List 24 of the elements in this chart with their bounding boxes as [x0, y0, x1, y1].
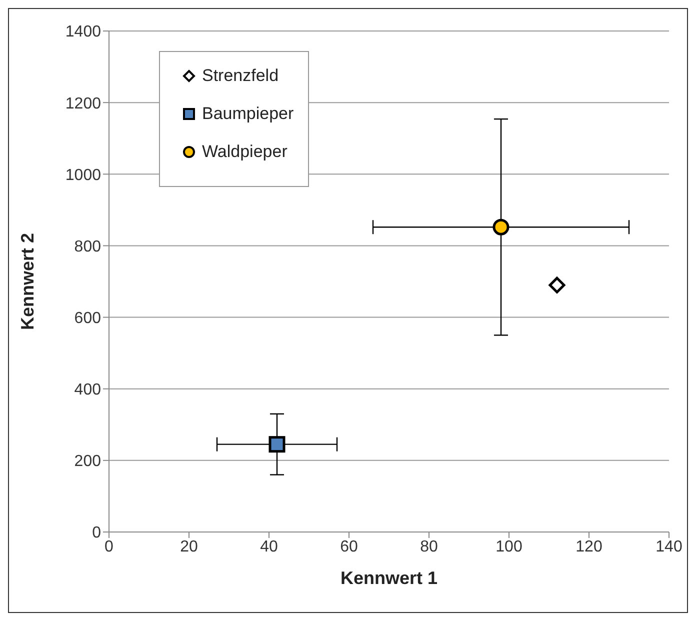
legend-label: Waldpieper [202, 142, 288, 162]
x-tick-label: 60 [340, 538, 358, 556]
x-tick-label: 100 [496, 538, 522, 556]
y-tick-label: 800 [74, 238, 102, 256]
y-tick-label: 1000 [65, 166, 102, 184]
y-tick-label: 1200 [65, 95, 102, 112]
x-tick-label: 40 [260, 538, 278, 556]
x-tick-label: 0 [104, 538, 114, 556]
x-tick-label: 120 [576, 538, 602, 556]
y-tick-label: 200 [74, 453, 102, 470]
x-tick-label: 20 [180, 538, 198, 556]
y-tick-label: 600 [74, 310, 102, 327]
point [492, 218, 510, 236]
x-tick-label: 80 [420, 538, 438, 556]
y-tick-label: 0 [92, 524, 102, 542]
point [268, 436, 286, 453]
legend-label: Baumpieper [202, 104, 294, 124]
x-tick-label: 140 [656, 538, 682, 556]
x-axis-title: Kennwert 1 [340, 568, 438, 588]
point [548, 276, 566, 294]
y-tick-label: 1400 [65, 24, 102, 41]
y-axis-title: Kennwert 2 [17, 232, 38, 330]
y-tick-label: 400 [74, 382, 102, 399]
legend-label: Strenzfeld [202, 66, 279, 86]
